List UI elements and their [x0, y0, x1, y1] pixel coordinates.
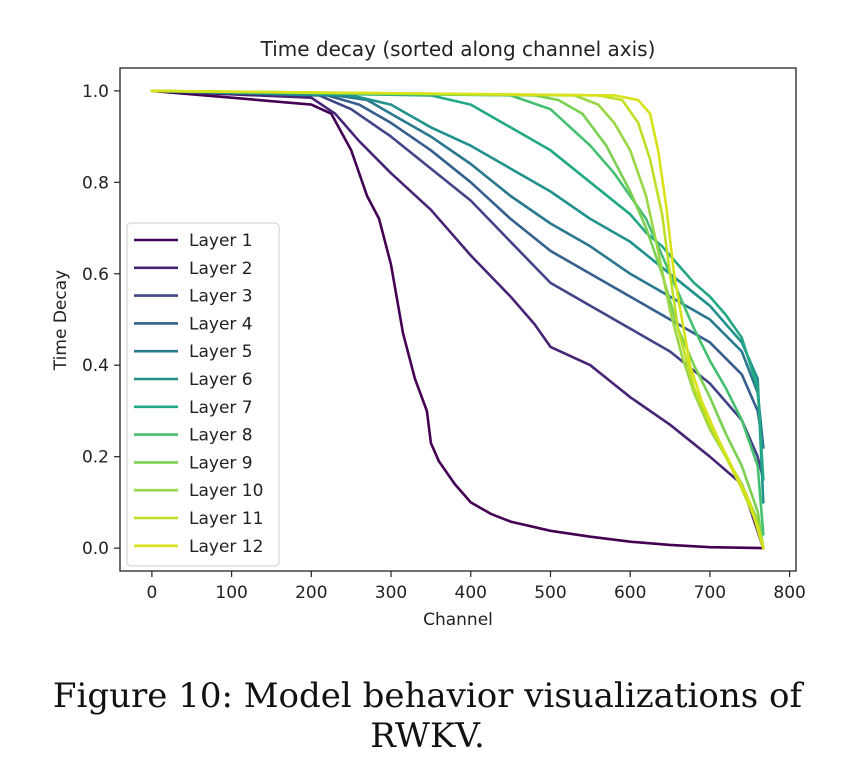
x-axis-label: Channel [423, 610, 493, 630]
y-tick-label: 0.4 [82, 356, 109, 376]
series-line-layer-1 [150, 89, 765, 550]
y-axis-label: Time Decay [51, 270, 71, 371]
legend-label: Layer 1 [189, 231, 253, 251]
legend-items: Layer 1 Layer 2 Layer 3 Layer 4 Layer 5 Layer… [134, 231, 263, 557]
plot-frame [119, 67, 797, 572]
x-tick-label: 800 [773, 583, 805, 603]
x-tick-label: 700 [694, 583, 726, 603]
series-line-layer-2 [150, 89, 765, 550]
x-tick-label: 400 [455, 583, 487, 603]
x-axis: 0 100 200 300 400 500 600 700 800 [146, 571, 806, 603]
lines-layer [150, 89, 765, 550]
y-axis: 0.0 0.2 0.4 0.6 0.8 1.0 [82, 82, 120, 559]
y-tick-label: 0.2 [82, 448, 109, 468]
series-line-layer-6 [150, 89, 765, 504]
x-tick-label: 200 [295, 583, 327, 603]
legend-label: Layer 11 [189, 509, 263, 529]
legend-box [126, 222, 280, 567]
x-tick-label: 100 [215, 583, 247, 603]
x-tick-label: 600 [614, 583, 646, 603]
y-tick-label: 0.8 [82, 173, 109, 193]
legend-label: Layer 4 [189, 314, 253, 334]
time-decay-chart: 0 100 200 300 400 500 600 700 800 0.00.20.40.60.… [51, 37, 806, 630]
x-tick-label: 300 [375, 583, 407, 603]
series-line-layer-5 [150, 89, 765, 449]
y-tick-label: 0.0 [82, 539, 109, 559]
legend-label: Layer 2 [189, 259, 253, 279]
legend-label: Layer 10 [189, 481, 263, 501]
chart-title: Time decay (sorted along channel axis) [260, 37, 656, 61]
series-line-layer-4 [150, 89, 765, 449]
x-tick-label: 500 [534, 583, 566, 603]
legend-label: Layer 6 [189, 370, 253, 390]
series-line-layer-8 [150, 89, 765, 536]
y-tick-label: 0.6 [82, 265, 109, 285]
legend-label: Layer 5 [189, 342, 253, 362]
legend: Layer 1 Layer 2 Layer 3 Layer 4 Layer 5 Layer… [126, 222, 280, 567]
series-line-layer-3 [150, 89, 765, 481]
series-line-layer-12 [150, 89, 765, 550]
legend-label: Layer 3 [189, 287, 253, 307]
y-tick-label: 1.0 [82, 82, 109, 102]
legend-label: Layer 9 [189, 453, 253, 473]
figure-caption: Figure 10: Model behavior visualizations… [52, 676, 803, 756]
legend-label: Layer 7 [189, 398, 253, 418]
x-tick-label: 0 [146, 583, 157, 603]
legend-label: Layer 12 [189, 537, 263, 557]
legend-label: Layer 8 [189, 426, 253, 446]
